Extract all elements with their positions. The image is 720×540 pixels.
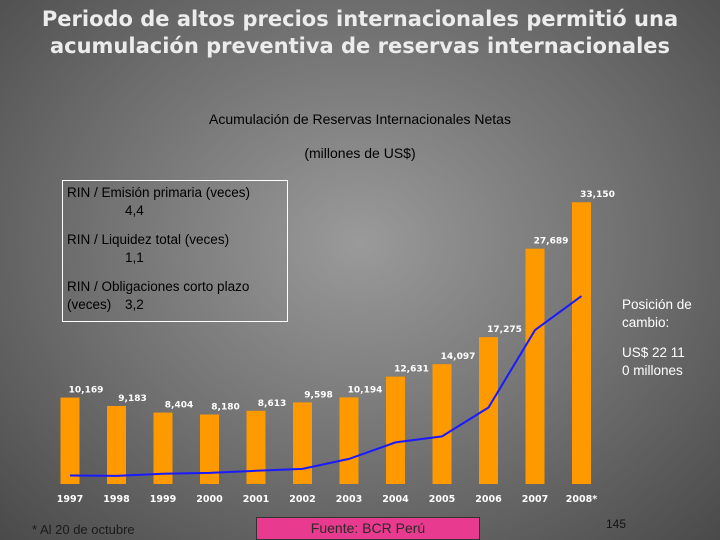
x-tick-2007: 2007: [522, 494, 548, 505]
bar-2008*: [572, 202, 591, 484]
ratio-label: RIN / Obligaciones corto plazo (veces): [67, 279, 250, 312]
bar-label-2007: 27,689: [534, 237, 569, 247]
position-line: [69, 295, 583, 477]
bar-2002: [293, 402, 312, 484]
x-tick-2005: 2005: [429, 494, 455, 505]
bar-label-2008*: 33,150: [580, 190, 615, 200]
side-note-line1: Posición de cambio:: [622, 297, 692, 330]
bar-2006: [479, 337, 498, 484]
bar-label-2000: 8,180: [211, 402, 239, 412]
x-tick-2006: 2006: [475, 494, 502, 505]
bar-1997: [60, 397, 80, 484]
x-tick-1997: 1997: [57, 494, 83, 505]
bar-label-1998: 9,183: [118, 394, 146, 404]
bar-2007: [525, 248, 545, 484]
x-tick-2002: 2002: [289, 494, 315, 505]
x-tick-2000: 2000: [196, 494, 223, 505]
x-tick-1998: 1998: [103, 494, 130, 505]
bar-label-1999: 8,404: [165, 401, 193, 411]
ratio-obligaciones: RIN / Obligaciones corto plazo (veces) 3…: [67, 278, 283, 314]
ratio-label: RIN / Liquidez total (veces): [67, 232, 230, 247]
ratio-info-box: RIN / Emisión primaria (veces) 4,4 RIN /…: [62, 180, 288, 322]
page-number: 145: [606, 517, 627, 531]
bar-2003: [339, 397, 359, 484]
bar-label-group: 10,169 9,183 8,404 8,180 8,613 9,598 10,194 12,…: [69, 190, 615, 412]
bar-label-2006: 17,275: [487, 325, 522, 335]
bar-label-1997: 10,169: [69, 386, 104, 396]
bar-label-2004: 12,631: [394, 365, 429, 375]
bar-1998: [107, 405, 126, 484]
source-box: Fuente: BCR Perú: [256, 517, 480, 540]
side-note-line2: US$ 22 110 millones: [622, 345, 685, 378]
x-tick-2001: 2001: [243, 494, 269, 505]
bar-2005: [432, 364, 452, 484]
bar-label-2005: 14,097: [441, 352, 476, 362]
ratio-value: 1,1: [125, 250, 144, 265]
chart-title: Acumulación de Reservas Internacionales …: [209, 111, 511, 127]
ratio-emision: RIN / Emisión primaria (veces) 4,4: [67, 184, 283, 220]
x-tick-1999: 1999: [150, 494, 176, 505]
bar-label-2003: 10,194: [348, 385, 383, 395]
slide-title: Periodo de altos precios internacionales…: [41, 7, 679, 58]
bar-1999: [153, 412, 173, 484]
ratio-label: RIN / Emisión primaria (veces): [67, 185, 251, 200]
bar-2001: [246, 410, 266, 484]
bar-2004: [386, 376, 405, 484]
chart-subtitle: (millones de US$): [304, 145, 416, 161]
x-tick-group: 1997 1998 1999 2000 2001 2002 2003 2004 2005 2006…: [57, 494, 597, 505]
x-tick-2004: 2004: [382, 494, 409, 505]
bar-2000: [200, 414, 219, 484]
footnote: * Al 20 de octubre: [32, 522, 135, 537]
ratio-value: 4,4: [125, 203, 144, 218]
ratio-value: 3,2: [125, 297, 144, 312]
bar-label-2002: 9,598: [304, 390, 332, 400]
x-tick-2003: 2003: [336, 494, 362, 505]
exchange-position-note: Posición de cambio: US$ 22 110 millones: [622, 296, 692, 380]
ratio-liquidez: RIN / Liquidez total (veces) 1,1: [67, 231, 283, 267]
x-tick-2008*: 2008*: [566, 494, 597, 505]
bar-group: [60, 202, 591, 484]
bar-label-2001: 8,613: [258, 399, 286, 409]
